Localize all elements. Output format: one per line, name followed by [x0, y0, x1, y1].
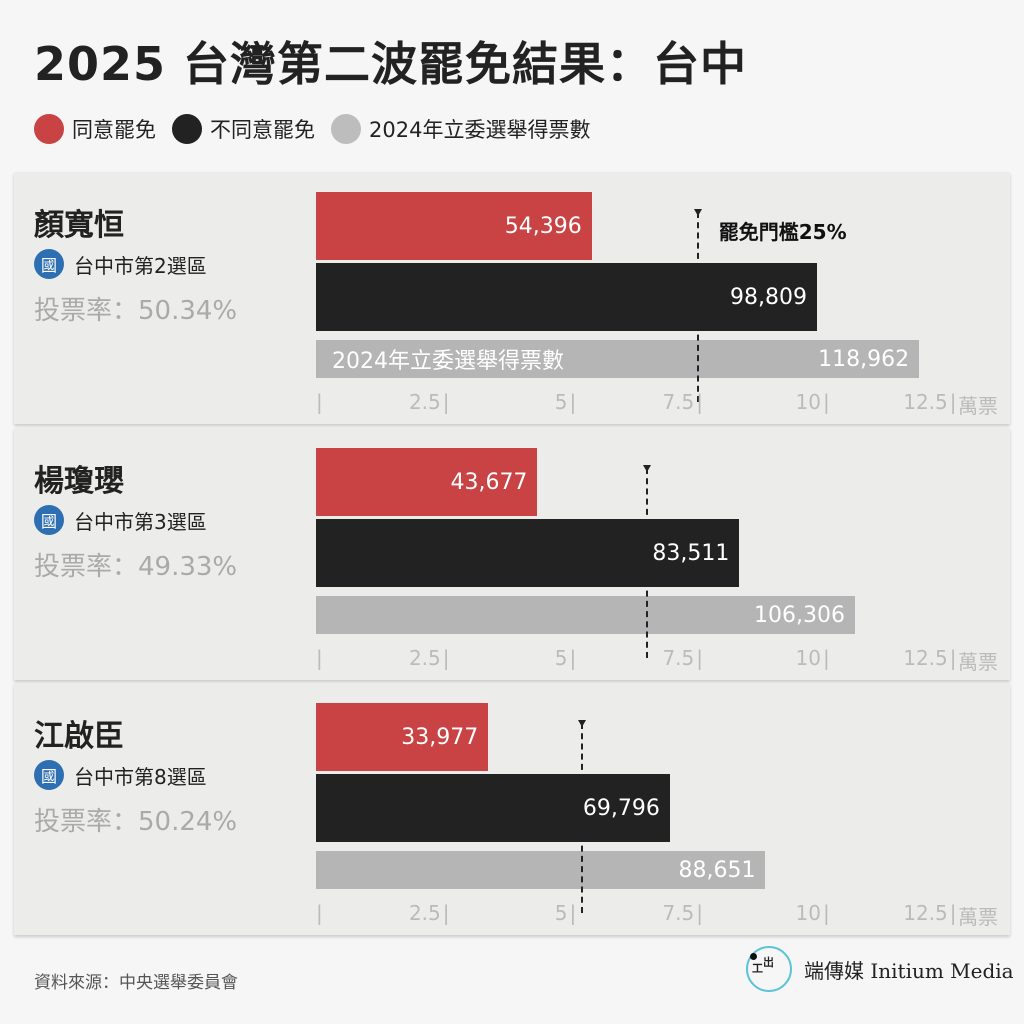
axis-tick-label: 7.5: [662, 390, 695, 414]
district-label: 台中市第8選區: [74, 764, 207, 789]
axis-tick-label: 10: [795, 901, 821, 925]
axis-tick: |: [316, 901, 323, 925]
bar-value-label: 69,796: [582, 795, 660, 821]
axis-tick: |: [442, 390, 450, 414]
axis-tick: |: [949, 646, 957, 670]
district: 國台中市第2選區: [34, 249, 207, 279]
legend-swatch: [331, 114, 361, 144]
axis-tick-label: 2.5: [408, 646, 441, 670]
bar-disagree: 69,796: [316, 774, 670, 842]
axis-tick-label: 5: [554, 646, 568, 670]
bar-value-label: 118,962: [818, 346, 910, 372]
axis-tick: |: [569, 901, 577, 925]
axis-tick-label: 5: [554, 901, 568, 925]
legend-item-agree: 同意罷免: [34, 114, 156, 144]
axis-tick: |: [569, 390, 577, 414]
legend-swatch: [172, 114, 202, 144]
bar-value-label: 98,809: [729, 284, 807, 310]
legend-label: 不同意罷免: [210, 118, 315, 142]
bar-value-label: 106,306: [753, 602, 845, 628]
district-label: 台中市第2選區: [74, 253, 207, 278]
party-badge-icon: 國: [34, 505, 64, 535]
chart-title: 2025 台灣第二波罷免結果：台中: [34, 37, 748, 91]
bar-agree: 54,396: [316, 192, 592, 260]
axis-tick-label: 12.5: [903, 390, 948, 414]
axis-tick-label: 10: [795, 390, 821, 414]
axis-tick: |: [442, 901, 450, 925]
axis-tick: |: [569, 646, 577, 670]
axis-tick-label: 2.5: [408, 390, 441, 414]
turnout: 投票率：50.24%: [34, 807, 238, 837]
bar-value-label: 43,677: [450, 469, 528, 495]
axis-tick: |: [696, 390, 703, 414]
bar-agree: 33,977: [316, 703, 489, 771]
candidate-panel: 江啟臣 國台中市第8選區 投票率：50.24% 33,977 69,796 88,65…: [14, 683, 1010, 935]
threshold-line: [693, 209, 702, 402]
legend-swatch: [34, 114, 64, 144]
legend-item-2024-votes: 2024年立委選舉得票數: [331, 114, 590, 144]
candidate-panel: 楊瓊瓔 國台中市第3選區 投票率：49.33% 43,677 83,511 106,3…: [14, 428, 1010, 680]
district-label: 台中市第3選區: [74, 509, 207, 534]
axis-tick-label: 7.5: [662, 901, 695, 925]
axis-tick-label: 2.5: [408, 901, 441, 925]
turnout: 投票率：50.34%: [34, 296, 238, 326]
axis-tick: |: [823, 390, 830, 414]
threshold-line: [643, 465, 652, 658]
axis-tick: |: [696, 646, 703, 670]
candidate-name: 江啟臣: [34, 719, 124, 754]
axis-tick-label: 12.5: [903, 901, 948, 925]
logo-mark-icon: 工岀: [746, 946, 792, 992]
axis-tick: |: [823, 646, 830, 670]
legend-label: 2024年立委選舉得票數: [369, 118, 591, 142]
threshold-line: [578, 720, 587, 913]
legend-label: 同意罷免: [72, 118, 156, 142]
axis-tick: |: [442, 646, 450, 670]
bar-2024-votes: 106,306: [316, 596, 855, 634]
candidate-name: 楊瓊瓔: [34, 464, 124, 499]
axis-tick: |: [316, 646, 323, 670]
legend: 同意罷免 不同意罷免 2024年立委選舉得票數: [34, 114, 596, 144]
axis-unit: 萬票: [958, 394, 998, 418]
axis-tick: |: [696, 901, 703, 925]
axis-tick: |: [949, 901, 957, 925]
axis-tick: |: [949, 390, 957, 414]
source-note: 資料來源：中央選舉委員會: [34, 973, 238, 993]
bar-agree: 43,677: [316, 448, 538, 516]
party-badge-icon: 國: [34, 249, 64, 279]
bar-series-label: 2024年立委選舉得票數: [332, 349, 564, 374]
bar-value-label: 54,396: [504, 213, 582, 239]
bar-2024-votes: 2024年立委選舉得票數 118,962: [316, 340, 920, 378]
bar-disagree: 98,809: [316, 263, 817, 331]
legend-item-disagree: 不同意罷免: [172, 114, 315, 144]
axis-tick: |: [316, 390, 323, 414]
district: 國台中市第3選區: [34, 505, 207, 535]
logo-text: 端傳媒 Initium Media: [804, 958, 1014, 983]
bar-value-label: 83,511: [652, 540, 730, 566]
axis-tick-label: 10: [795, 646, 821, 670]
axis-tick: |: [823, 901, 830, 925]
axis-unit: 萬票: [958, 905, 998, 929]
axis-tick-label: 5: [554, 390, 568, 414]
candidate-panel: 顏寬恒 國台中市第2選區 投票率：50.34% 54,396 98,809 2024年…: [14, 172, 1010, 424]
candidate-name: 顏寬恒: [34, 208, 124, 243]
bar-value-label: 88,651: [678, 857, 756, 883]
district: 國台中市第8選區: [34, 760, 207, 790]
axis-unit: 萬票: [958, 650, 998, 674]
threshold-label: 罷免門檻25%: [718, 220, 847, 244]
bar-2024-votes: 88,651: [316, 851, 766, 889]
bar-disagree: 83,511: [316, 519, 740, 587]
axis-tick-label: 7.5: [662, 646, 695, 670]
logo: 工岀 端傳媒 Initium Media: [746, 946, 1014, 992]
axis-tick-label: 12.5: [903, 646, 948, 670]
turnout: 投票率：49.33%: [34, 552, 238, 582]
bar-value-label: 33,977: [401, 724, 479, 750]
party-badge-icon: 國: [34, 760, 64, 790]
